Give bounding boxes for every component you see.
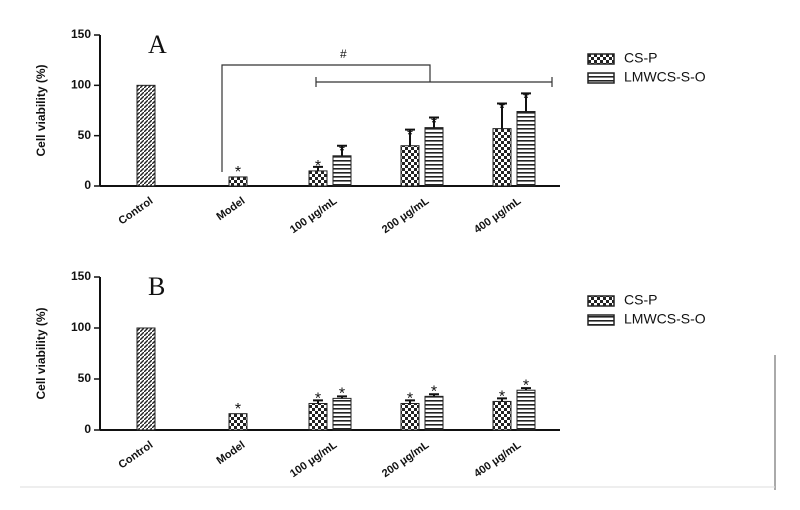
significance-mark: * bbox=[235, 164, 241, 181]
panel-label: A bbox=[148, 30, 167, 59]
y-tick-label: 150 bbox=[71, 27, 91, 41]
x-tick-label: 400 μg/mL bbox=[472, 439, 524, 480]
bracket bbox=[315, 77, 553, 87]
bar bbox=[136, 84, 156, 187]
bar bbox=[332, 397, 352, 431]
error-bar bbox=[497, 397, 507, 402]
y-tick-label: 150 bbox=[71, 269, 91, 283]
panel-b: 0 50 100 150 Cell viability (%) B CS-P LMWCS-S-… bbox=[34, 269, 706, 480]
legend-swatch bbox=[587, 314, 615, 326]
bar bbox=[424, 395, 444, 431]
y-axis-label: Cell viability (%) bbox=[34, 307, 48, 399]
significance-mark: * bbox=[499, 101, 505, 118]
panel-a: # 0 50 100 150 Cell viability (%) A CS-P LMWCS-… bbox=[34, 27, 706, 236]
x-tick-label: Control bbox=[116, 195, 155, 227]
legend-label: LMWCS-S-O bbox=[624, 69, 706, 85]
significance-mark: * bbox=[407, 127, 413, 144]
x-tick-label: 100 μg/mL bbox=[288, 195, 340, 236]
error-bar bbox=[313, 399, 323, 404]
y-tick-label: 50 bbox=[78, 128, 92, 142]
annotation: # bbox=[340, 47, 347, 61]
bar bbox=[492, 400, 512, 431]
significance-mark: * bbox=[431, 384, 437, 401]
significance-mark: * bbox=[407, 391, 413, 408]
error-bar bbox=[405, 399, 415, 404]
panel-label: B bbox=[148, 272, 165, 301]
bracket bbox=[221, 64, 431, 172]
significance-mark: * bbox=[523, 91, 529, 108]
significance-mark: * bbox=[315, 391, 321, 408]
y-axis-label: Cell viability (%) bbox=[34, 64, 48, 156]
error-bar bbox=[405, 128, 415, 146]
legend-label: LMWCS-S-O bbox=[624, 311, 706, 327]
bar bbox=[424, 127, 444, 187]
legend-swatch bbox=[587, 72, 615, 84]
significance-mark: * bbox=[431, 115, 437, 132]
legend-swatch bbox=[587, 295, 615, 307]
bar bbox=[332, 155, 352, 187]
legend-swatch bbox=[587, 53, 615, 65]
error-bar bbox=[313, 165, 323, 171]
significance-mark: * bbox=[235, 401, 241, 418]
legend-label: CS-P bbox=[624, 50, 657, 66]
x-tick-label: 200 μg/mL bbox=[380, 439, 432, 480]
significance-mark: * bbox=[523, 377, 529, 394]
x-tick-label: 100 μg/mL bbox=[288, 439, 340, 480]
x-tick-label: Control bbox=[116, 439, 155, 471]
error-bar bbox=[337, 395, 347, 399]
bar bbox=[228, 176, 248, 187]
error-bar bbox=[521, 387, 531, 391]
y-tick-label: 0 bbox=[84, 422, 91, 436]
y-tick-label: 50 bbox=[78, 371, 92, 385]
error-bar bbox=[429, 393, 439, 397]
error-bar bbox=[497, 102, 507, 129]
significance-mark: * bbox=[315, 158, 321, 175]
y-tick-label: 100 bbox=[71, 320, 91, 334]
significance-mark: * bbox=[499, 389, 505, 406]
bar bbox=[136, 327, 156, 431]
x-tick-label: 400 μg/mL bbox=[472, 195, 524, 236]
y-tick-label: 0 bbox=[84, 178, 91, 192]
error-bar bbox=[337, 144, 347, 156]
legend-label: CS-P bbox=[624, 292, 657, 308]
error-bar bbox=[429, 116, 439, 128]
y-tick-label: 100 bbox=[71, 78, 91, 92]
x-tick-label: 200 μg/mL bbox=[380, 195, 432, 236]
bar bbox=[516, 111, 536, 187]
significance-mark: * bbox=[339, 386, 345, 403]
significance-mark: * bbox=[339, 143, 345, 160]
x-tick-label: Model bbox=[214, 439, 247, 467]
bar bbox=[228, 413, 248, 431]
error-bar bbox=[521, 92, 531, 112]
bar bbox=[516, 389, 536, 431]
bar bbox=[400, 145, 420, 187]
bar bbox=[492, 128, 512, 187]
x-tick-label: Model bbox=[214, 195, 247, 223]
